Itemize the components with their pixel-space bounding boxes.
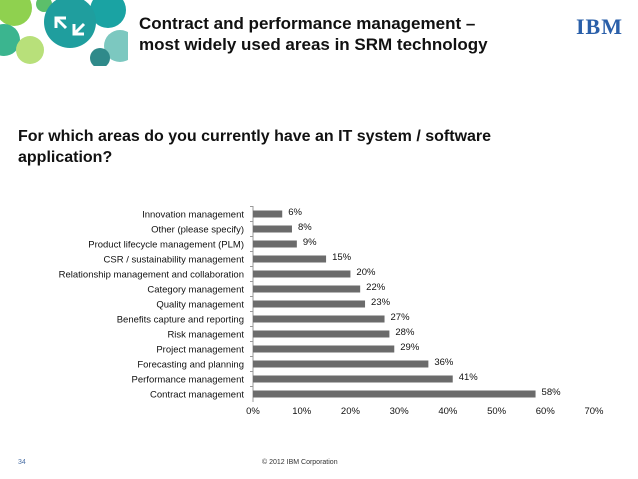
- category-label: Contract management: [150, 390, 244, 401]
- category-label: Performance management: [132, 375, 245, 386]
- bar: [253, 225, 292, 233]
- bar: [253, 210, 283, 218]
- x-tick-label: 20%: [341, 406, 361, 417]
- data-label: 15%: [332, 252, 352, 263]
- data-label: 23%: [371, 297, 391, 308]
- x-tick-label: 30%: [390, 406, 410, 417]
- data-label: 41%: [459, 372, 479, 383]
- data-label: 36%: [434, 357, 454, 368]
- x-tick-label: 50%: [487, 406, 507, 417]
- data-label: 28%: [395, 327, 415, 338]
- category-label: Category management: [147, 285, 244, 296]
- category-label: CSR / sustainability management: [104, 255, 245, 266]
- bar: [253, 330, 390, 338]
- ibm-logo-text: IBM: [576, 14, 623, 39]
- title-line-2: most widely used areas in SRM technology: [139, 35, 488, 54]
- category-label: Risk management: [167, 330, 244, 341]
- x-tick-label: 0%: [246, 406, 260, 417]
- bar: [253, 315, 385, 323]
- category-label: Innovation management: [142, 210, 244, 221]
- page-number: 34: [18, 459, 26, 466]
- slide-logo-tile: [0, 0, 128, 66]
- bar: [253, 300, 366, 308]
- category-label: Relationship management and collaboratio…: [59, 270, 244, 281]
- x-tick-label: 60%: [536, 406, 556, 417]
- bar-chart: Innovation management 6% Other (please spe…: [59, 206, 604, 417]
- category-label: Other (please specify): [151, 225, 244, 236]
- data-label: 29%: [400, 342, 420, 353]
- arrows-icon: [54, 16, 86, 36]
- pattern-graphic: [0, 0, 128, 66]
- survey-question: For which areas do you currently have an…: [18, 128, 492, 166]
- bar: [253, 375, 453, 383]
- category-label: Forecasting and planning: [137, 360, 244, 371]
- title-line-1: Contract and performance management –: [139, 14, 476, 33]
- x-tick-label: 40%: [438, 406, 458, 417]
- slide-title: Contract and performance management – mo…: [139, 13, 559, 55]
- data-label: 8%: [298, 222, 312, 233]
- bar: [253, 285, 361, 293]
- bar: [253, 270, 351, 278]
- ibm-logo: IBM: [576, 14, 623, 40]
- x-tick-label: 10%: [292, 406, 312, 417]
- category-label: Project management: [156, 345, 244, 356]
- category-label: Quality management: [156, 300, 244, 311]
- bar: [253, 360, 429, 368]
- data-label: 58%: [542, 387, 562, 398]
- bar: [253, 345, 395, 353]
- data-label: 20%: [356, 267, 376, 278]
- category-label: Product lifecycle management (PLM): [88, 240, 244, 251]
- data-label: 27%: [391, 312, 411, 323]
- data-label: 6%: [288, 207, 302, 218]
- data-label: 9%: [303, 237, 317, 248]
- x-tick-label: 70%: [584, 406, 604, 417]
- bar: [253, 390, 536, 398]
- bar: [253, 240, 297, 248]
- copyright-text: © 2012 IBM Corporation: [262, 459, 338, 466]
- bar: [253, 255, 327, 263]
- category-label: Benefits capture and reporting: [117, 315, 244, 326]
- data-label: 22%: [366, 282, 386, 293]
